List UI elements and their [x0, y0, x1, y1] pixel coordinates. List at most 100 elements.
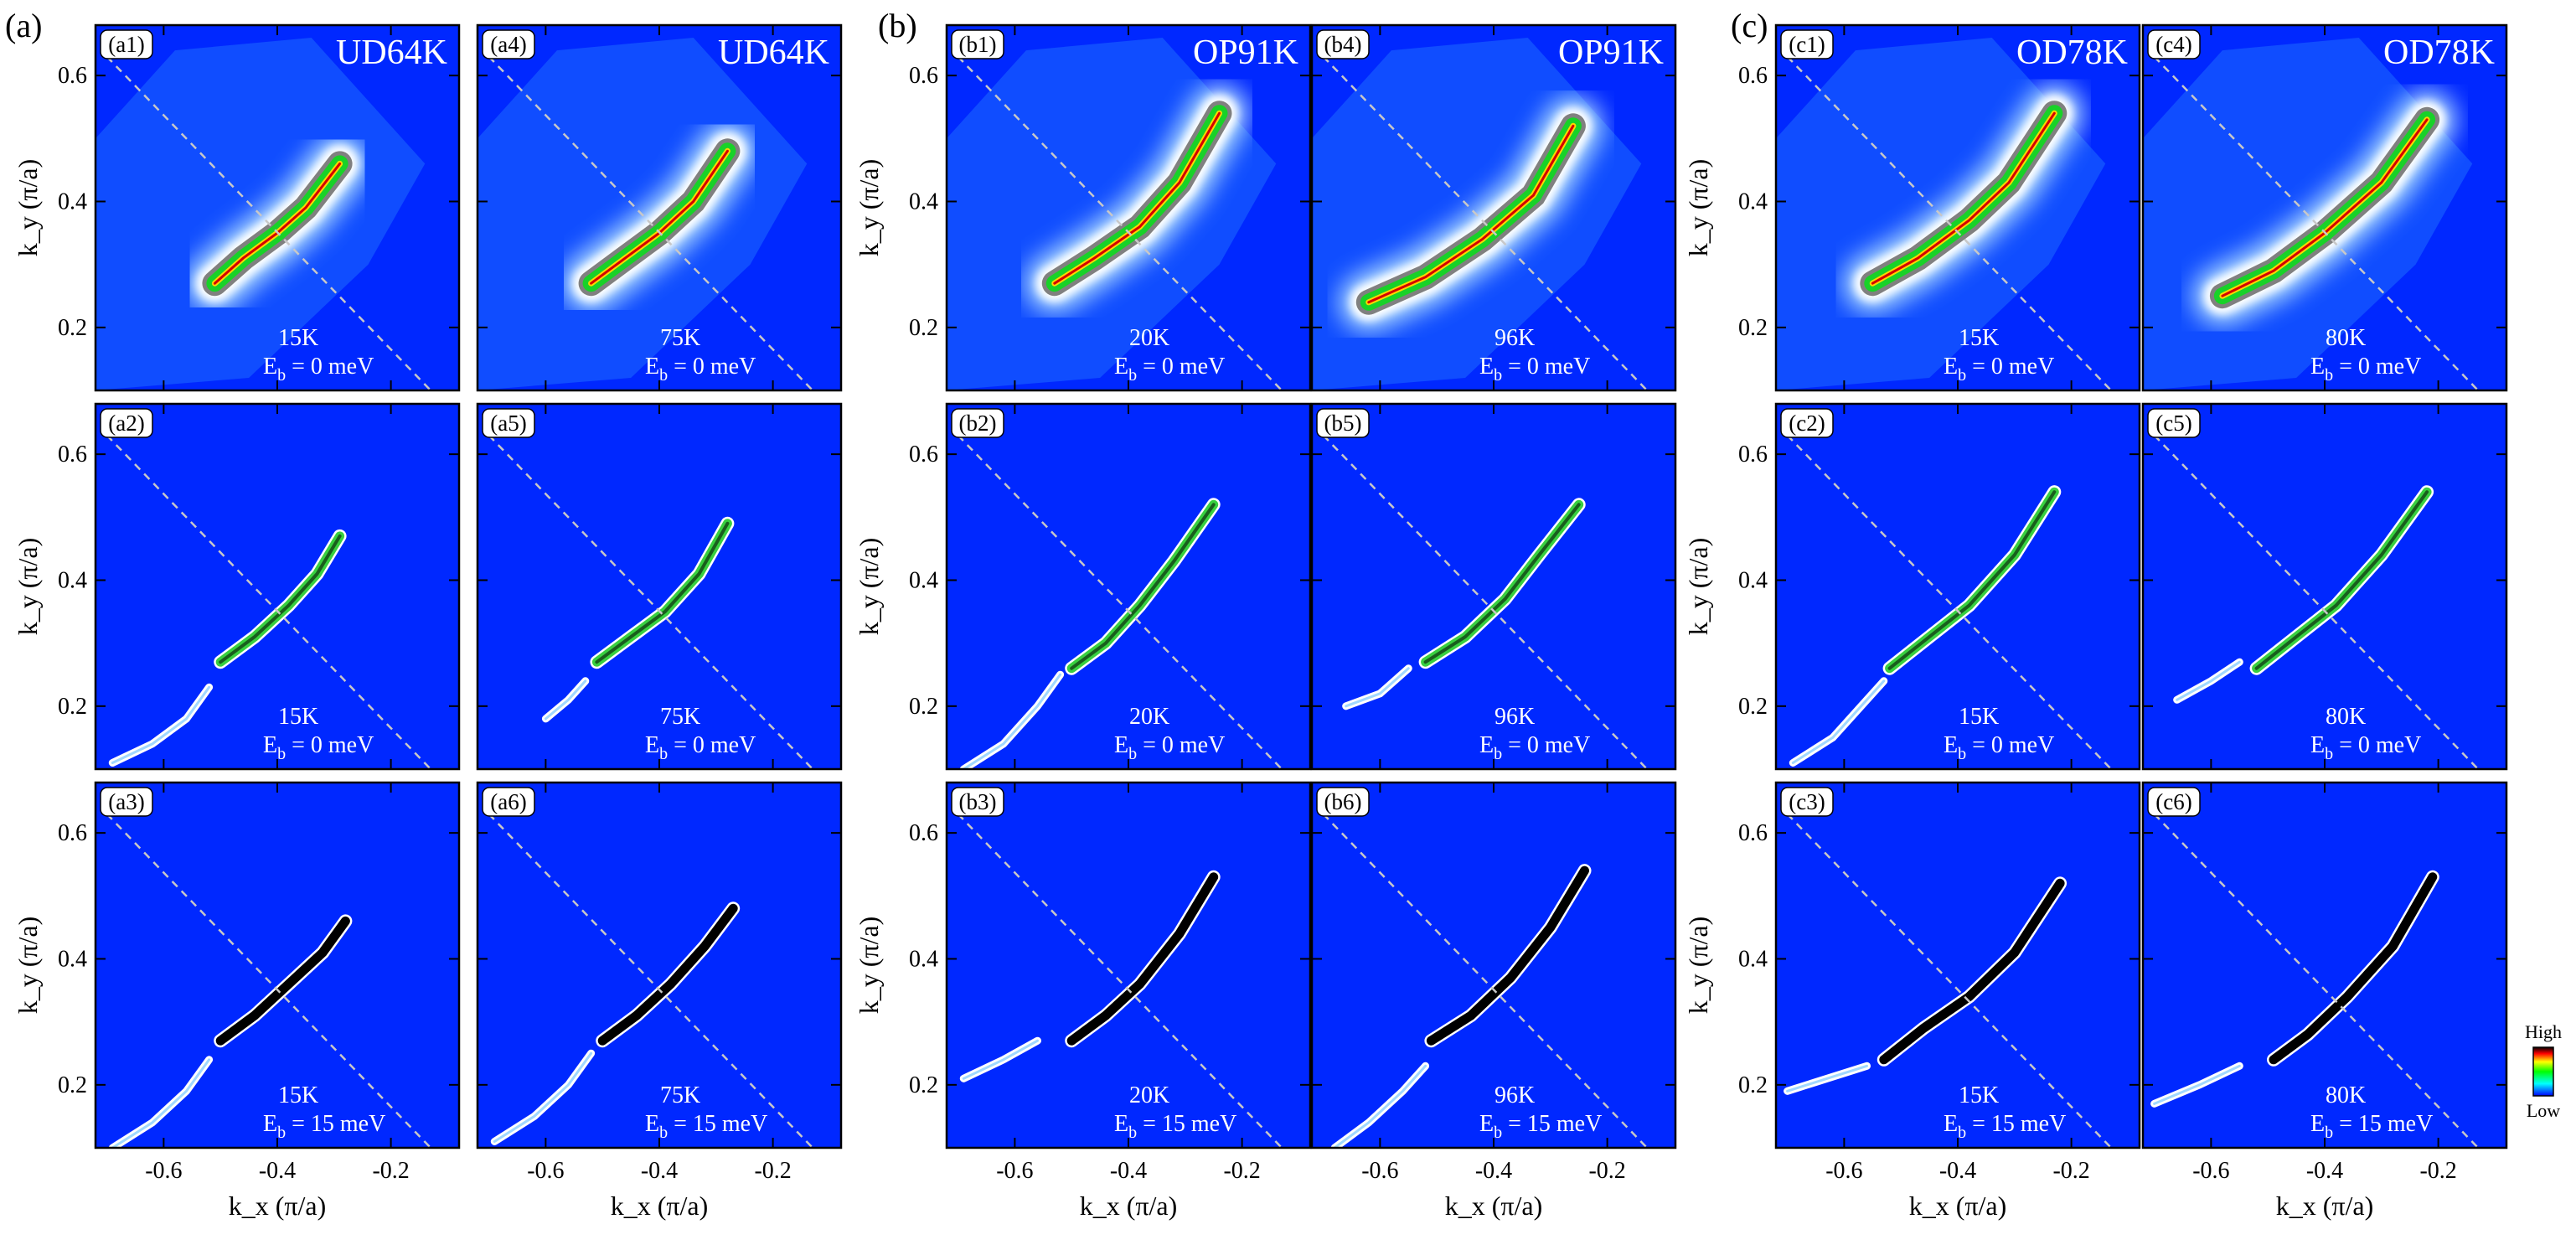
band-branch-core	[2153, 1064, 2241, 1105]
y-tick-label: 0.2	[909, 694, 938, 720]
colorbar-high-label: High	[2525, 1021, 2562, 1042]
x-tick-label: -0.4	[2306, 1158, 2343, 1184]
panel-background	[1776, 783, 2140, 1148]
y-tick-label: 0.4	[909, 946, 938, 972]
binding-energy-label: Eb = 0 meV	[1479, 732, 1590, 763]
y-tick-label: 0.2	[58, 694, 87, 720]
x-axis-label: k_x (π/a)	[1909, 1191, 2007, 1221]
x-tick-label: -0.4	[1110, 1158, 1147, 1184]
x-tick-label: -0.2	[2419, 1158, 2456, 1184]
panel-id-label: (c5)	[2155, 411, 2191, 436]
x-tick-label: -0.6	[145, 1158, 182, 1184]
band-core	[1066, 872, 1219, 1046]
temperature-label: 15K	[278, 1082, 318, 1108]
temperature-label: 20K	[1129, 325, 1169, 351]
panel-id-box	[951, 408, 1004, 438]
binding-energy-label: Eb = 0 meV	[1114, 354, 1225, 385]
y-axis-label: k_y (π/a)	[854, 917, 884, 1015]
panel-id-label: (b2)	[959, 411, 997, 436]
diagonal-dashed-line	[957, 55, 1283, 390]
x-tick-label: -0.6	[527, 1158, 564, 1184]
binding-energy-label: Eb = 0 meV	[1479, 354, 1590, 385]
x-tick-label: -0.2	[754, 1158, 791, 1184]
y-tick-label: 0.6	[58, 442, 87, 468]
panel-id-label: (c2)	[1789, 411, 1825, 436]
band-branch-core	[493, 1051, 593, 1143]
temperature-label: 80K	[2326, 325, 2366, 351]
panel-content	[1776, 38, 2112, 390]
y-tick-label: 0.6	[909, 442, 938, 468]
panel-id-label: (c4)	[2155, 32, 2191, 57]
panel-background	[96, 404, 459, 769]
y-tick-label: 0.4	[909, 567, 938, 593]
diagonal-dashed-line	[106, 813, 431, 1148]
y-tick-label: 0.2	[909, 1072, 938, 1098]
band-branch-core	[544, 679, 587, 721]
panel-id-label: (a2)	[108, 411, 144, 436]
panel-id-label: (b5)	[1324, 411, 1362, 436]
y-tick-label: 0.2	[1738, 1072, 1768, 1098]
band-core	[597, 903, 738, 1046]
band-branch-core	[962, 673, 1062, 769]
x-tick-label: -0.4	[259, 1158, 296, 1184]
panel-background	[947, 783, 1310, 1148]
sample-title: OD78K	[2383, 34, 2495, 72]
y-tick-label: 0.6	[909, 820, 938, 846]
panel-id-box	[100, 787, 153, 817]
temperature-label: 20K	[1129, 1082, 1169, 1108]
panel-id-label: (b4)	[1324, 32, 1362, 57]
y-axis-label: k_y (π/a)	[13, 159, 43, 257]
panel-id-label: (c6)	[2155, 789, 2191, 814]
diagonal-dashed-line	[488, 813, 813, 1148]
panel-id-label: (b1)	[959, 32, 997, 57]
y-tick-label: 0.2	[909, 315, 938, 341]
y-tick-label: 0.6	[1738, 442, 1768, 468]
panel-content	[96, 38, 431, 390]
x-axis-label: k_x (π/a)	[2276, 1191, 2374, 1221]
colorbar: High Low	[2525, 1021, 2562, 1121]
temperature-label: 80K	[2326, 1082, 2366, 1108]
panel-id-box	[1316, 408, 1370, 438]
temperature-label: 15K	[1959, 704, 1999, 730]
y-axis-label: k_y (π/a)	[13, 538, 43, 636]
colorbar-low-label: Low	[2527, 1100, 2560, 1121]
panel-id-box	[100, 29, 153, 59]
band-ridge	[2254, 490, 2429, 670]
band-branch-core	[1791, 679, 1886, 764]
x-tick-label: -0.4	[1475, 1158, 1512, 1184]
x-tick-label: -0.2	[372, 1158, 409, 1184]
panel-content	[106, 434, 431, 769]
band-core	[1426, 865, 1589, 1046]
band-ridge	[1423, 503, 1581, 664]
binding-energy-label: Eb = 0 meV	[1944, 732, 2054, 763]
y-axis-label: k_y (π/a)	[1683, 538, 1713, 636]
sample-title: OP91K	[1558, 34, 1664, 72]
panel-background	[96, 783, 459, 1148]
binding-energy-label: Eb = 0 meV	[2310, 354, 2421, 385]
panel-id-box	[2147, 29, 2201, 59]
x-tick-label: -0.6	[2192, 1158, 2229, 1184]
temperature-label: 75K	[660, 325, 700, 351]
panel-background	[1312, 783, 1675, 1148]
y-tick-label: 0.6	[58, 820, 87, 846]
panel-id-box	[1316, 787, 1370, 817]
band-branch-core	[1345, 667, 1410, 708]
y-tick-label: 0.6	[58, 63, 87, 89]
x-tick-label: -0.6	[996, 1158, 1033, 1184]
y-tick-label: 0.2	[1738, 315, 1768, 341]
x-tick-label: -0.2	[1223, 1158, 1260, 1184]
diagonal-dashed-line	[1322, 434, 1648, 769]
panel-id-label: (a5)	[490, 411, 526, 436]
band-core	[1879, 878, 2065, 1065]
x-axis-label: k_x (π/a)	[229, 1191, 327, 1221]
y-tick-label: 0.4	[58, 567, 87, 593]
diagonal-dashed-line	[106, 434, 431, 769]
y-tick-label: 0.2	[58, 1072, 87, 1098]
panel-id-box	[1316, 29, 1370, 59]
x-axis-label: k_x (π/a)	[611, 1191, 709, 1221]
x-tick-label: -0.4	[641, 1158, 678, 1184]
band-branch-core	[1786, 1064, 1868, 1093]
